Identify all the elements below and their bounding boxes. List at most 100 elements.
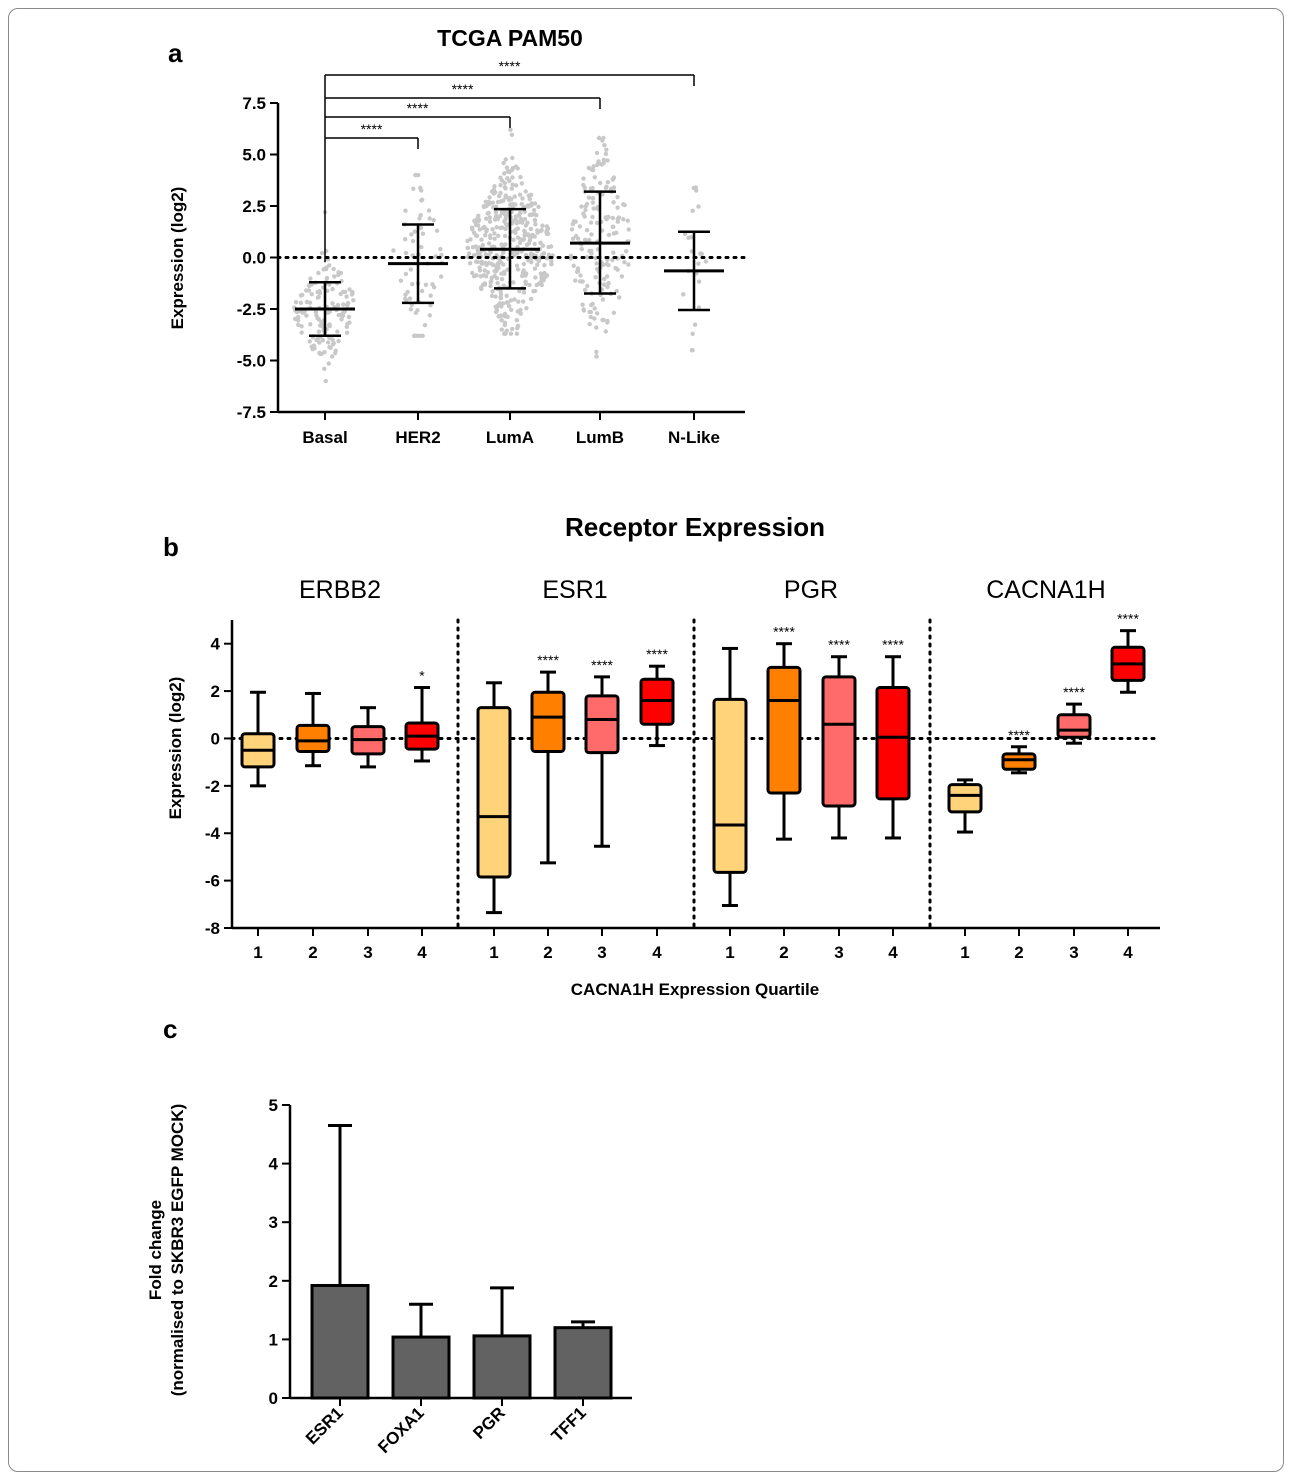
data-point [498,183,503,188]
data-point [404,298,409,303]
data-point [503,226,508,232]
data-point [497,214,502,219]
data-point [346,314,352,320]
data-point [403,292,408,297]
data-point [502,180,507,186]
data-point [408,267,413,272]
data-point [341,302,346,307]
data-point [600,262,606,267]
data-point [419,288,425,294]
significance-label: **** [452,81,474,97]
data-point [510,326,515,332]
data-point [482,282,488,287]
data-point [592,175,597,180]
bar [310,1283,370,1400]
data-point [498,175,503,180]
data-point [583,203,588,209]
data-point [407,296,413,301]
data-point [539,282,544,288]
data-point [501,262,506,267]
data-point [473,222,479,228]
y-tick-label-a: -5.0 [237,352,266,371]
data-point [495,303,500,309]
data-point [324,275,330,281]
data-point [410,281,415,287]
data-point [322,366,327,371]
data-point [506,197,512,202]
bar [553,1326,613,1400]
data-point [509,186,514,191]
data-point [531,207,537,213]
data-point [533,275,538,280]
data-point [503,186,508,191]
data-point [544,230,550,235]
data-point [549,258,554,264]
data-point [471,274,477,279]
y-tick-label-c: 5 [269,1096,278,1115]
data-point [590,200,596,205]
data-point [534,282,539,288]
data-point [298,293,304,298]
data-point [511,280,516,285]
data-point [588,220,594,225]
data-point [581,176,586,181]
data-point [308,276,313,281]
data-point [587,309,592,315]
scatter-points-a [292,127,709,384]
significance-label: * [419,668,425,684]
data-point [335,302,341,308]
panel-c: c Fold change (normalised to SKBR3 EGFP … [146,1014,632,1457]
data-point [502,233,508,239]
data-point [410,238,416,244]
data-point [573,278,578,283]
data-point [531,289,536,294]
data-point [626,262,631,267]
data-point [532,201,538,206]
data-point [520,220,525,225]
box [821,675,857,808]
data-point [492,273,497,279]
data-point [581,308,587,313]
data-point [536,204,541,209]
data-point [538,240,543,245]
data-point [523,279,528,284]
data-point [330,354,335,359]
data-point [579,204,584,209]
data-point [479,259,484,264]
data-point [544,224,550,229]
data-point [499,271,504,276]
y-axis-label-c-line2: (normalised to SKBR3 EGFP MOCK) [168,1104,187,1397]
y-axis-label-b: Expression (log2) [166,677,185,820]
x-tick-label-b: 1 [725,943,734,962]
x-axis-label-b: CACNA1H Expression Quartile [571,980,819,999]
data-point [419,198,424,203]
data-point [477,227,482,232]
data-point [326,340,331,345]
significance-label: **** [407,100,429,116]
data-point [615,205,620,210]
data-point [322,350,327,355]
data-point [535,230,540,235]
data-point [418,185,423,191]
data-point [582,237,588,242]
data-point [470,270,475,276]
x-tick-label-b: 4 [1123,943,1133,962]
data-point [491,191,496,196]
data-point [689,348,695,353]
data-point [490,289,495,294]
data-point [582,185,587,190]
figure-frame [8,8,1284,1472]
data-point [493,210,499,215]
data-point [540,243,546,248]
data-point [611,310,617,315]
data-point [292,316,298,322]
data-point [409,232,414,237]
data-point [510,201,515,207]
data-point [500,225,505,230]
data-point [426,208,432,213]
data-point [690,208,695,213]
data-point [327,322,332,327]
data-point [585,283,590,289]
data-point [605,274,610,279]
data-point [549,261,554,267]
